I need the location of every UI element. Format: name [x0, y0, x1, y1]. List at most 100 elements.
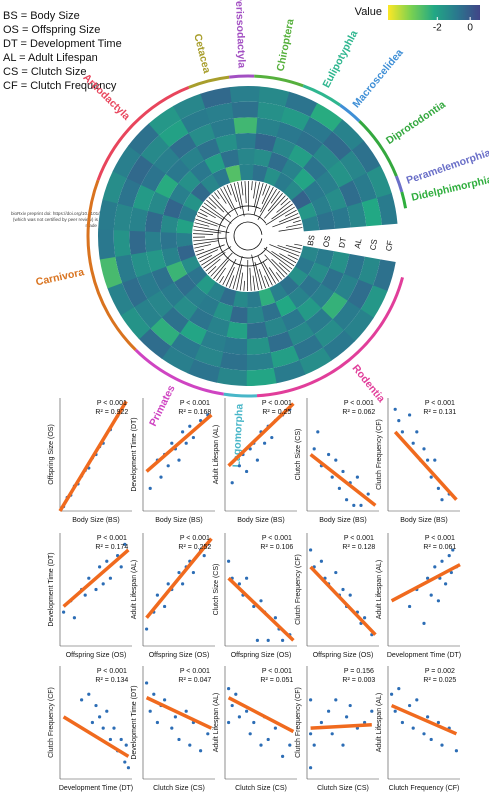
tree-branch — [263, 247, 293, 270]
fit-line — [62, 715, 130, 758]
stat-label: P < 0.001 — [425, 535, 455, 542]
scatter-panel: P < 0.001 R² = 0.131 Body Size (BS) Clutch … — [376, 398, 460, 524]
data-point — [184, 441, 188, 445]
data-point — [101, 726, 105, 730]
data-point — [155, 593, 159, 597]
data-point — [309, 548, 313, 552]
data-point — [415, 430, 419, 434]
heatmap-cell — [360, 285, 388, 319]
tree-branch — [201, 205, 224, 221]
heatmap-cell — [130, 251, 152, 278]
data-point — [397, 419, 401, 423]
heatmap-cell — [270, 345, 300, 368]
data-point — [341, 587, 345, 592]
data-point — [123, 760, 127, 764]
data-point — [72, 616, 76, 620]
heatmap-cell — [225, 164, 242, 183]
data-point — [312, 447, 316, 451]
stat-label: R² = 0.25 — [262, 409, 291, 416]
y-axis-label: Clutch Frequency (CF) — [376, 419, 383, 490]
tree-branch — [194, 244, 212, 249]
tree-branch — [262, 184, 267, 196]
tree-branch — [194, 222, 210, 227]
heatmap-cell — [188, 123, 216, 147]
tree-branch — [262, 261, 276, 284]
heatmap-cell — [286, 321, 315, 346]
tree-branch — [207, 266, 217, 275]
group-arc — [134, 348, 224, 396]
x-axis-label: Body Size (BS) — [155, 517, 202, 524]
heatmap-cell — [256, 117, 282, 138]
tree-branch — [213, 259, 229, 280]
heatmap-cell — [347, 279, 373, 310]
data-point — [359, 503, 363, 507]
heatmap-cell — [273, 172, 294, 193]
data-point — [309, 766, 313, 770]
stat-label: R² = 0.252 — [178, 544, 211, 551]
data-point — [440, 559, 444, 563]
x-axis-label: Offspring Size (OS) — [231, 652, 292, 659]
scatter-panel: P < 0.001 R² = 0.128 Offspring Size (OS) Cl… — [295, 533, 379, 659]
data-point — [98, 565, 102, 569]
fit-line — [227, 402, 295, 468]
data-point — [454, 749, 458, 753]
data-point — [87, 576, 91, 580]
heatmap-cell — [312, 143, 340, 171]
data-point — [436, 720, 440, 725]
heatmap-cell — [140, 134, 170, 165]
stat-label: P < 0.001 — [262, 400, 292, 407]
heatmap-cell — [193, 344, 224, 368]
data-point — [309, 698, 313, 702]
tree-branch — [239, 272, 244, 291]
heatmap-cell — [332, 300, 361, 331]
heatmap-cell — [216, 367, 247, 386]
tree-branch — [199, 255, 213, 263]
heatmap-cell — [343, 309, 374, 342]
data-point — [166, 582, 170, 586]
scatter-panel: P = 0.002 R² = 0.025 Clutch Frequency (CF)… — [376, 666, 460, 792]
tree-branch — [222, 258, 237, 286]
heatmap-cell — [267, 152, 289, 173]
stat-label: P < 0.001 — [262, 535, 292, 542]
stat-label: R² = 0.128 — [342, 544, 375, 551]
heatmap-cell — [246, 337, 271, 355]
stat-label: R² = 0.131 — [423, 409, 456, 416]
data-point — [345, 715, 349, 719]
tree-branch — [253, 182, 260, 207]
data-point — [177, 570, 181, 575]
heatmap-cell — [338, 180, 362, 208]
data-point — [263, 441, 267, 445]
heatmap-cell — [325, 187, 347, 212]
heatmap-cell — [253, 148, 273, 168]
heatmap-cell — [280, 308, 306, 332]
heatmap-cell — [272, 136, 297, 159]
heatmap-cell — [195, 274, 216, 295]
stat-label: P < 0.001 — [180, 535, 210, 542]
data-point — [341, 469, 345, 474]
data-point — [444, 582, 448, 586]
data-point — [170, 441, 174, 445]
tree-branch — [203, 202, 232, 224]
y-axis-label: Development Time (DT) — [131, 417, 138, 491]
data-point — [408, 604, 412, 609]
scatter-panel: P < 0.001 R² = 0.047 Clutch Size (CS) Devel… — [131, 666, 215, 792]
data-point — [334, 570, 338, 575]
heatmap-cell — [376, 193, 398, 225]
data-point — [429, 737, 433, 742]
stat-label: P < 0.001 — [97, 668, 127, 675]
data-point — [422, 447, 426, 451]
group-label: Primates — [147, 383, 178, 428]
heatmap-cell — [285, 91, 318, 118]
tree-branch — [287, 254, 298, 260]
data-point — [181, 582, 185, 586]
data-point — [330, 475, 334, 479]
data-point — [429, 475, 433, 479]
data-point — [408, 413, 412, 417]
heatmap-cell — [258, 86, 291, 108]
tree-branch — [258, 269, 266, 289]
heatmap-cell — [200, 87, 233, 109]
heatmap-cell — [313, 319, 344, 348]
heatmap-cell — [287, 286, 311, 309]
data-point — [319, 559, 323, 563]
heatmap-cell — [160, 281, 185, 307]
